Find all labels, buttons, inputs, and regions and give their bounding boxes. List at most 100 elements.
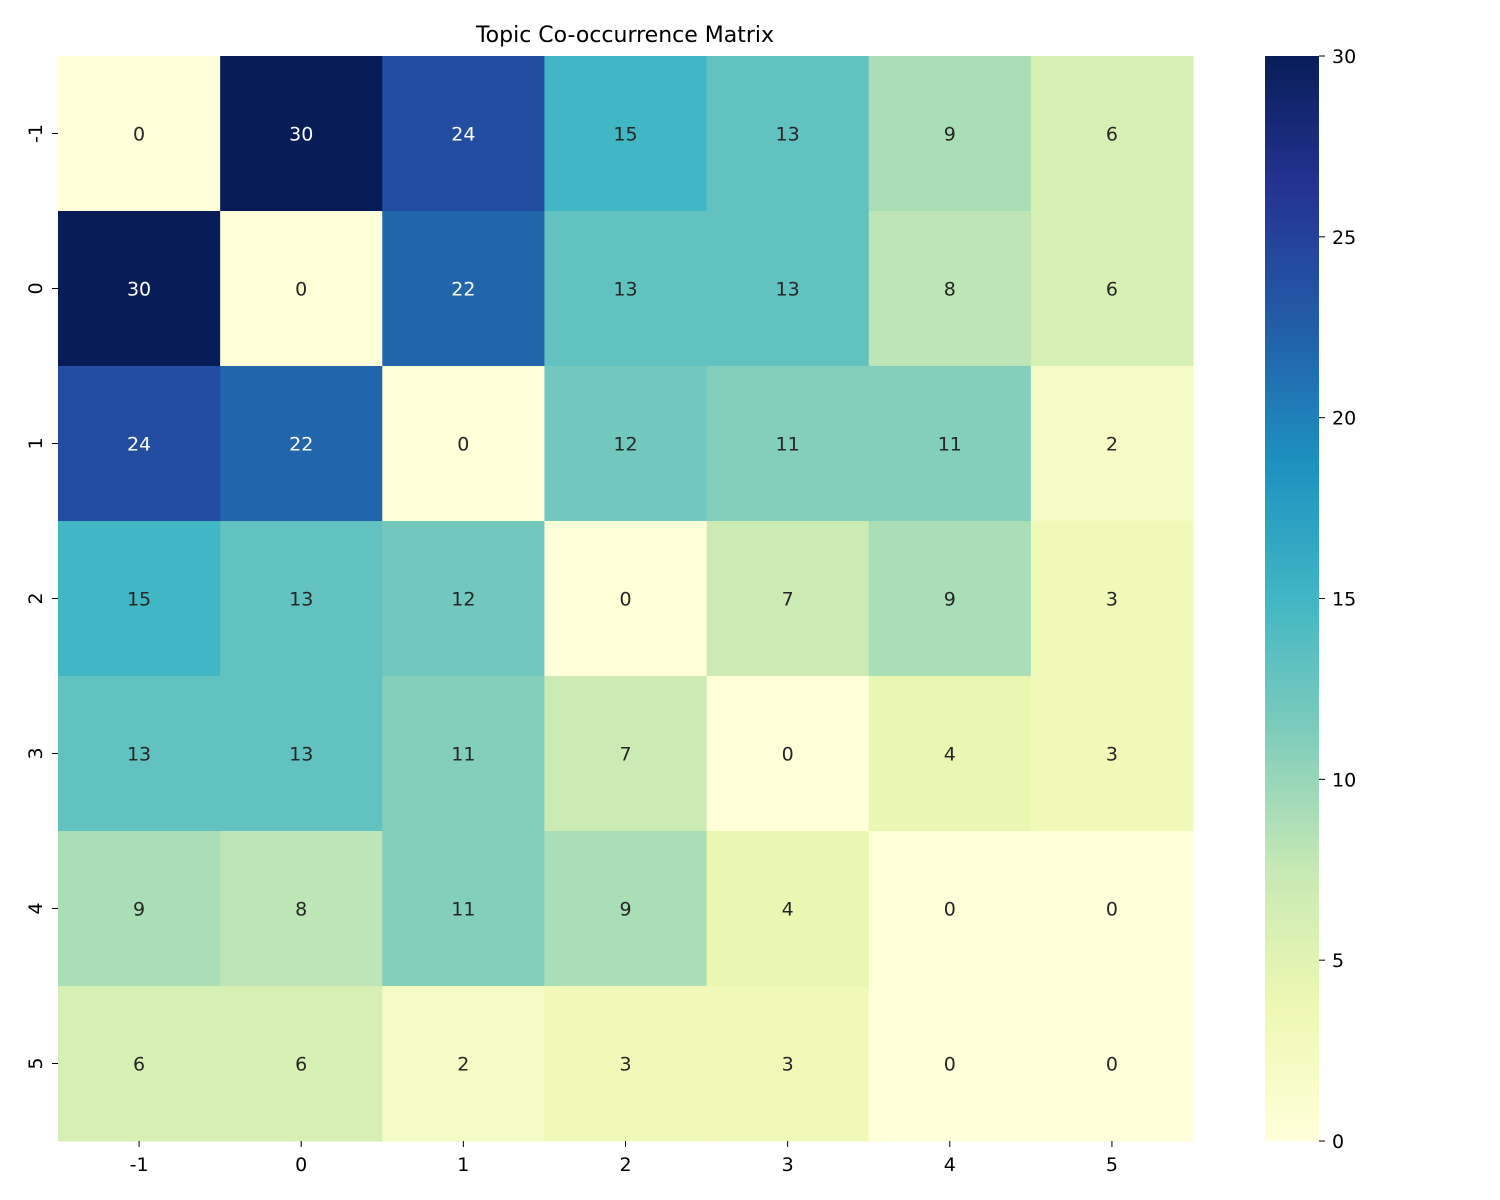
heatmap-cell <box>382 986 545 1142</box>
heatmap-cell <box>382 211 545 367</box>
x-tick-label: 3 <box>782 1154 794 1176</box>
heatmap-cell <box>706 211 870 367</box>
heatmap-cell <box>1030 56 1194 212</box>
y-tick-label: 2 <box>25 592 47 604</box>
cell-label: 0 <box>944 899 956 921</box>
cell-label: 0 <box>1106 899 1118 921</box>
heatmap-cell <box>58 831 221 987</box>
heatmap-cell <box>544 676 708 832</box>
cell-label: 11 <box>451 744 475 766</box>
heatmap-cell <box>58 56 221 212</box>
colorbar-tick-label: 5 <box>1332 950 1344 972</box>
x-tick-label: 5 <box>1106 1154 1118 1176</box>
cell-label: 30 <box>127 279 151 301</box>
heatmap-cell <box>382 831 545 987</box>
heatmap-cell <box>58 676 221 832</box>
cell-label: 11 <box>938 434 962 456</box>
heatmap-cell <box>1030 366 1194 522</box>
heatmap-cell <box>544 366 708 522</box>
y-tick-label: 0 <box>25 282 47 294</box>
cell-label: 24 <box>451 124 475 146</box>
cell-label: 4 <box>944 744 956 766</box>
heatmap-cell <box>544 986 708 1142</box>
heatmap-cell <box>706 366 870 522</box>
cell-label: 13 <box>289 589 313 611</box>
heatmap-cell <box>706 986 870 1142</box>
heatmap-cell <box>220 56 383 212</box>
heatmap-cell <box>544 521 708 677</box>
cell-label: 7 <box>782 589 794 611</box>
heatmap-cell <box>544 831 708 987</box>
heatmap-cell <box>706 521 870 677</box>
heatmap-cell <box>544 211 708 367</box>
heatmap-cell <box>1030 986 1194 1142</box>
cell-label: 0 <box>295 279 307 301</box>
cell-label: 13 <box>613 279 637 301</box>
heatmap-cell <box>58 521 221 677</box>
x-axis: -1 0 1 2 3 4 5 <box>130 1141 1118 1176</box>
heatmap-cell <box>868 56 1032 212</box>
cell-label: 30 <box>289 124 313 146</box>
heatmap-cell <box>382 56 545 212</box>
cell-label: 22 <box>451 279 475 301</box>
cell-label: 9 <box>944 124 956 146</box>
cell-label: 13 <box>127 744 151 766</box>
heatmap-cell <box>868 366 1032 522</box>
heatmap-cell <box>220 831 383 987</box>
heatmap-cell <box>220 676 383 832</box>
cell-label: 2 <box>457 1054 469 1076</box>
chart-title: Topic Co-occurrence Matrix <box>475 23 774 48</box>
heatmap-cells: 0 30 24 15 13 9 630 0 22 13 13 8 624 22 0 12 11 11 215 13 12… <box>58 56 1194 1142</box>
x-tick-label: 4 <box>944 1154 956 1176</box>
x-tick-label: -1 <box>130 1154 149 1176</box>
cell-label: 9 <box>944 589 956 611</box>
heatmap-cell <box>1030 211 1194 367</box>
cell-label: 3 <box>1106 744 1118 766</box>
cell-label: 3 <box>619 1054 631 1076</box>
cell-label: 8 <box>944 279 956 301</box>
colorbar-tick-label: 10 <box>1332 769 1356 791</box>
heatmap-cell <box>868 986 1032 1142</box>
colorbar-tick-label: 25 <box>1332 227 1356 249</box>
cell-label: 6 <box>295 1054 307 1076</box>
heatmap-cell <box>220 986 383 1142</box>
heatmap-cell <box>58 211 221 367</box>
colorbar-tick-label: 15 <box>1332 589 1356 611</box>
cell-label: 7 <box>619 744 631 766</box>
cell-label: 13 <box>776 124 800 146</box>
cell-label: 0 <box>457 434 469 456</box>
cell-label: 11 <box>776 434 800 456</box>
y-tick-label: 1 <box>25 437 47 449</box>
y-tick-label: 3 <box>25 747 47 759</box>
cell-label: 6 <box>1106 124 1118 146</box>
cell-label: 0 <box>619 589 631 611</box>
cell-label: 2 <box>1106 434 1118 456</box>
heatmap-cell <box>220 521 383 677</box>
x-tick-label: 2 <box>619 1154 631 1176</box>
cell-label: 22 <box>289 434 313 456</box>
heatmap-cell <box>382 366 545 522</box>
cell-label: 15 <box>613 124 637 146</box>
cell-label: 12 <box>613 434 637 456</box>
cell-label: 15 <box>127 589 151 611</box>
cell-label: 6 <box>133 1054 145 1076</box>
heatmap-cell <box>58 986 221 1142</box>
heatmap-cell <box>1030 521 1194 677</box>
heatmap-cell <box>868 831 1032 987</box>
x-tick-label: 0 <box>295 1154 307 1176</box>
cell-label: 3 <box>782 1054 794 1076</box>
cell-label: 0 <box>1106 1054 1118 1076</box>
y-tick-label: 5 <box>25 1057 47 1069</box>
heatmap-cell <box>220 211 383 367</box>
cell-label: 0 <box>782 744 794 766</box>
cell-label: 3 <box>1106 589 1118 611</box>
y-tick-label: -1 <box>25 124 47 143</box>
cell-label: 8 <box>295 899 307 921</box>
heatmap-cell <box>868 211 1032 367</box>
colorbar-tick-label: 30 <box>1332 46 1356 68</box>
colorbar <box>1265 56 1319 1141</box>
heatmap-cell <box>706 56 870 212</box>
heatmap-cell <box>382 676 545 832</box>
heatmap-cell <box>220 366 383 522</box>
